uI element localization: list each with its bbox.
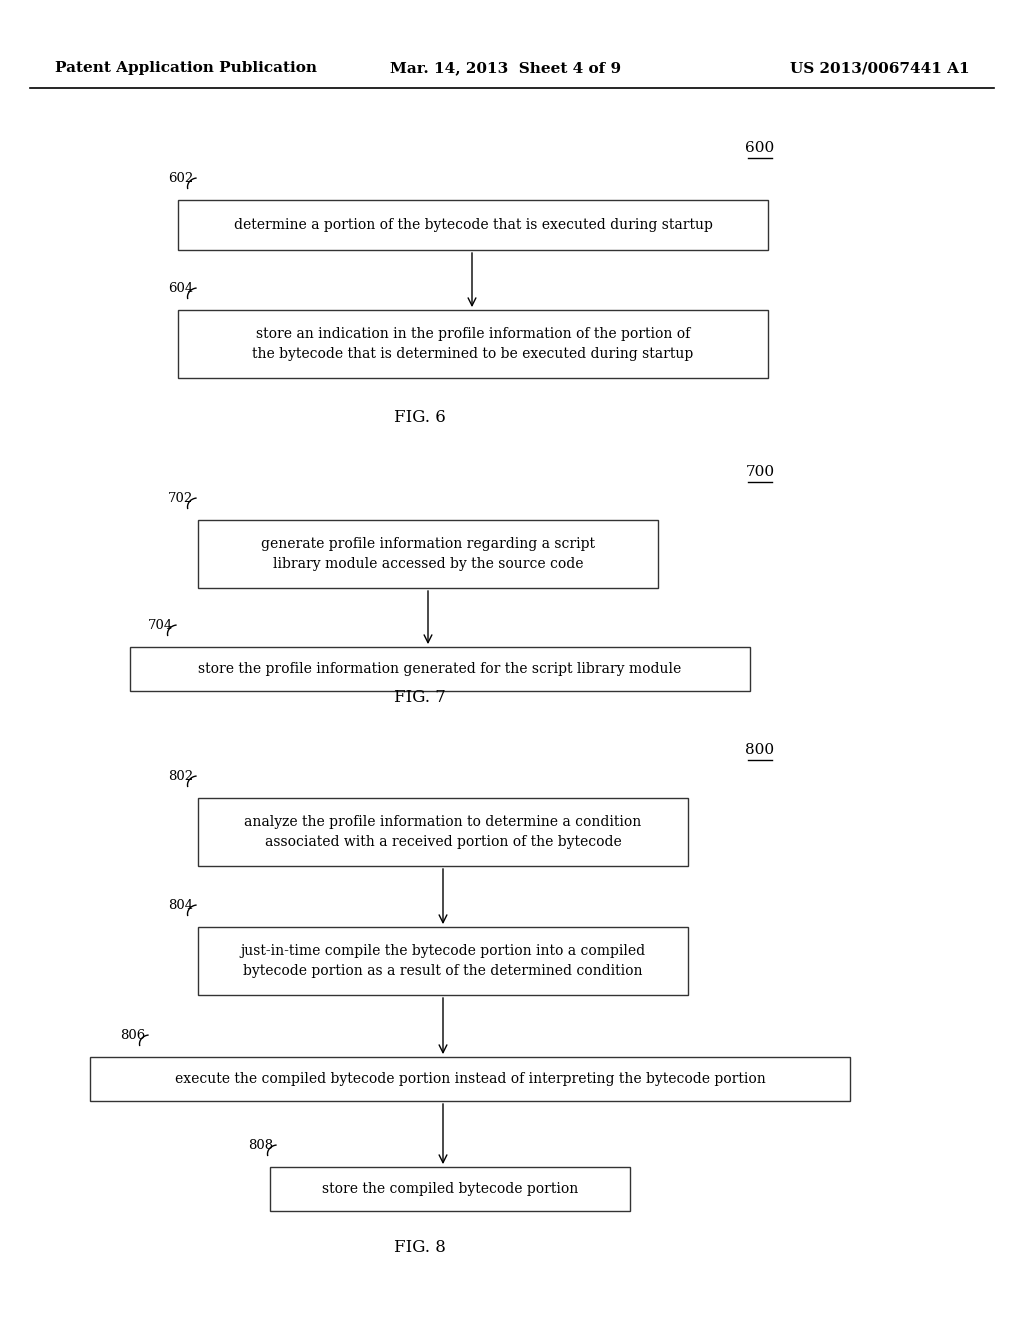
Text: 702: 702 (168, 492, 194, 506)
Text: determine a portion of the bytecode that is executed during startup: determine a portion of the bytecode that… (233, 218, 713, 232)
Text: store the compiled bytecode portion: store the compiled bytecode portion (322, 1181, 579, 1196)
Text: Patent Application Publication: Patent Application Publication (55, 61, 317, 75)
Text: US 2013/0067441 A1: US 2013/0067441 A1 (791, 61, 970, 75)
Bar (270, 1167, 630, 1210)
Bar (198, 799, 688, 866)
Text: execute the compiled bytecode portion instead of interpreting the bytecode porti: execute the compiled bytecode portion in… (175, 1072, 765, 1086)
Bar (198, 927, 688, 995)
Text: generate profile information regarding a script
library module accessed by the s: generate profile information regarding a… (261, 537, 595, 570)
Text: FIG. 7: FIG. 7 (394, 689, 445, 706)
Text: analyze the profile information to determine a condition
associated with a recei: analyze the profile information to deter… (245, 816, 642, 849)
Bar (90, 1057, 850, 1101)
Text: 604: 604 (168, 282, 194, 294)
Text: 802: 802 (168, 770, 194, 783)
Bar (178, 310, 768, 378)
Text: 700: 700 (745, 465, 774, 479)
Text: 800: 800 (745, 743, 774, 756)
Bar (198, 520, 658, 587)
Bar (130, 647, 750, 690)
Text: just-in-time compile the bytecode portion into a compiled
bytecode portion as a : just-in-time compile the bytecode portio… (241, 944, 645, 978)
Text: 806: 806 (120, 1030, 145, 1041)
Text: FIG. 6: FIG. 6 (394, 409, 445, 426)
Text: store the profile information generated for the script library module: store the profile information generated … (199, 663, 682, 676)
Text: 600: 600 (745, 141, 774, 154)
Text: FIG. 8: FIG. 8 (394, 1239, 445, 1257)
Text: 804: 804 (168, 899, 194, 912)
Text: store an indication in the profile information of the portion of
the bytecode th: store an indication in the profile infor… (252, 327, 693, 360)
Text: 602: 602 (168, 172, 194, 185)
Text: Mar. 14, 2013  Sheet 4 of 9: Mar. 14, 2013 Sheet 4 of 9 (390, 61, 622, 75)
Bar (178, 201, 768, 249)
Text: 808: 808 (248, 1139, 273, 1152)
Text: 704: 704 (148, 619, 173, 632)
